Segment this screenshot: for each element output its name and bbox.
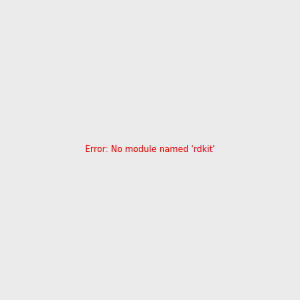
Text: Error: No module named 'rdkit': Error: No module named 'rdkit' [85, 146, 215, 154]
